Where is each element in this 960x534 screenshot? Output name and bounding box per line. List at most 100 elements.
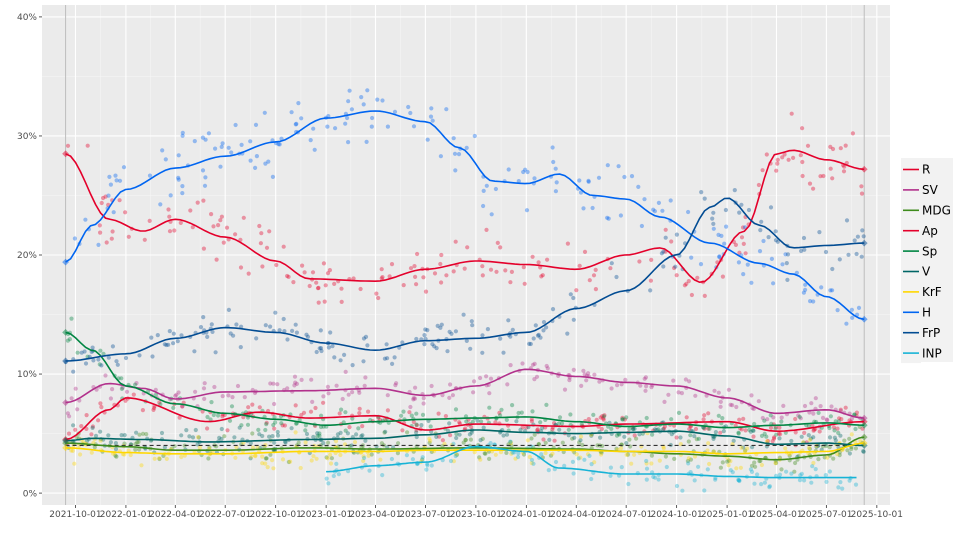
poll-point <box>299 377 304 382</box>
poll-point <box>750 428 756 433</box>
poll-point <box>317 433 322 438</box>
poll-point <box>472 450 477 455</box>
poll-point <box>84 426 89 431</box>
poll-point <box>582 457 587 462</box>
poll-point <box>529 417 534 422</box>
poll-point <box>308 409 314 414</box>
poll-point <box>184 428 189 433</box>
poll-point <box>544 402 549 407</box>
poll-point <box>437 434 442 439</box>
poll-point <box>180 184 185 189</box>
poll-point <box>716 232 721 237</box>
x-tick-label: 2025-04-01 <box>750 510 802 520</box>
poll-point <box>113 447 119 452</box>
poll-point <box>270 434 275 439</box>
poll-point <box>530 254 535 259</box>
poll-point <box>330 344 335 349</box>
poll-point <box>408 266 414 271</box>
poll-point <box>843 143 848 148</box>
poll-point <box>447 329 452 334</box>
poll-point <box>780 262 785 267</box>
poll-point <box>126 234 131 239</box>
poll-point <box>706 411 711 416</box>
poll-point <box>562 463 567 468</box>
poll-point <box>83 361 89 366</box>
poll-point <box>841 169 847 174</box>
poll-point <box>370 115 375 121</box>
poll-point <box>374 291 379 296</box>
poll-point <box>844 218 850 223</box>
poll-point <box>553 459 559 465</box>
poll-point <box>825 455 830 460</box>
poll-point <box>336 472 341 477</box>
poll-point <box>218 218 223 223</box>
poll-point <box>855 234 861 239</box>
poll-point <box>408 404 413 410</box>
poll-point <box>844 321 849 326</box>
poll-point <box>800 159 805 165</box>
poll-point <box>365 343 370 348</box>
poll-point <box>808 436 814 441</box>
poll-point <box>674 483 680 489</box>
poll-point <box>608 465 614 470</box>
poll-point <box>325 456 330 461</box>
poll-point <box>770 439 775 444</box>
poll-point <box>849 416 855 421</box>
poll-point <box>586 417 591 422</box>
poll-point <box>580 442 585 448</box>
poll-point <box>686 279 691 284</box>
poll-point <box>678 435 683 440</box>
x-tick-label: 2022-04-01 <box>149 510 201 520</box>
poll-point <box>280 423 285 428</box>
poll-point <box>190 435 196 440</box>
poll-point <box>442 441 447 446</box>
poll-point <box>271 466 276 471</box>
poll-point <box>331 473 336 479</box>
poll-point <box>468 437 473 442</box>
poll-point <box>328 330 333 335</box>
poll-point <box>99 405 104 410</box>
poll-point <box>293 380 298 385</box>
poll-point <box>806 445 812 450</box>
poll-point <box>201 246 206 251</box>
poll-point <box>550 307 556 312</box>
poll-point <box>624 452 629 457</box>
poll-point <box>463 437 468 442</box>
poll-point <box>93 433 99 438</box>
poll-point <box>856 305 862 310</box>
poll-point <box>324 455 329 460</box>
poll-point <box>582 249 588 254</box>
poll-point <box>800 173 805 179</box>
poll-point <box>761 238 766 244</box>
legend-label-sp: Sp <box>922 244 937 258</box>
poll-point <box>65 338 70 343</box>
poll-point <box>117 178 123 183</box>
poll-point <box>711 210 716 215</box>
poll-point <box>114 178 119 183</box>
poll-point <box>113 453 118 458</box>
poll-point <box>536 332 541 337</box>
poll-point <box>702 196 707 201</box>
poll-point <box>147 173 153 178</box>
poll-point <box>581 368 586 373</box>
poll-point <box>425 463 430 468</box>
poll-point <box>525 169 530 175</box>
poll-point <box>209 322 214 327</box>
poll-point <box>509 443 514 448</box>
poll-point <box>712 388 717 393</box>
poll-point <box>272 415 277 420</box>
poll-point <box>445 349 450 354</box>
poll-point <box>644 458 649 464</box>
poll-point <box>695 275 700 280</box>
poll-point <box>444 107 449 112</box>
poll-point <box>651 207 656 212</box>
poll-point <box>425 137 430 142</box>
poll-point <box>586 178 591 183</box>
poll-point <box>827 445 832 450</box>
poll-point <box>205 414 210 420</box>
poll-point <box>529 457 535 463</box>
poll-point <box>451 459 456 464</box>
poll-point <box>206 456 211 461</box>
poll-point <box>657 458 662 463</box>
poll-point <box>785 252 791 257</box>
